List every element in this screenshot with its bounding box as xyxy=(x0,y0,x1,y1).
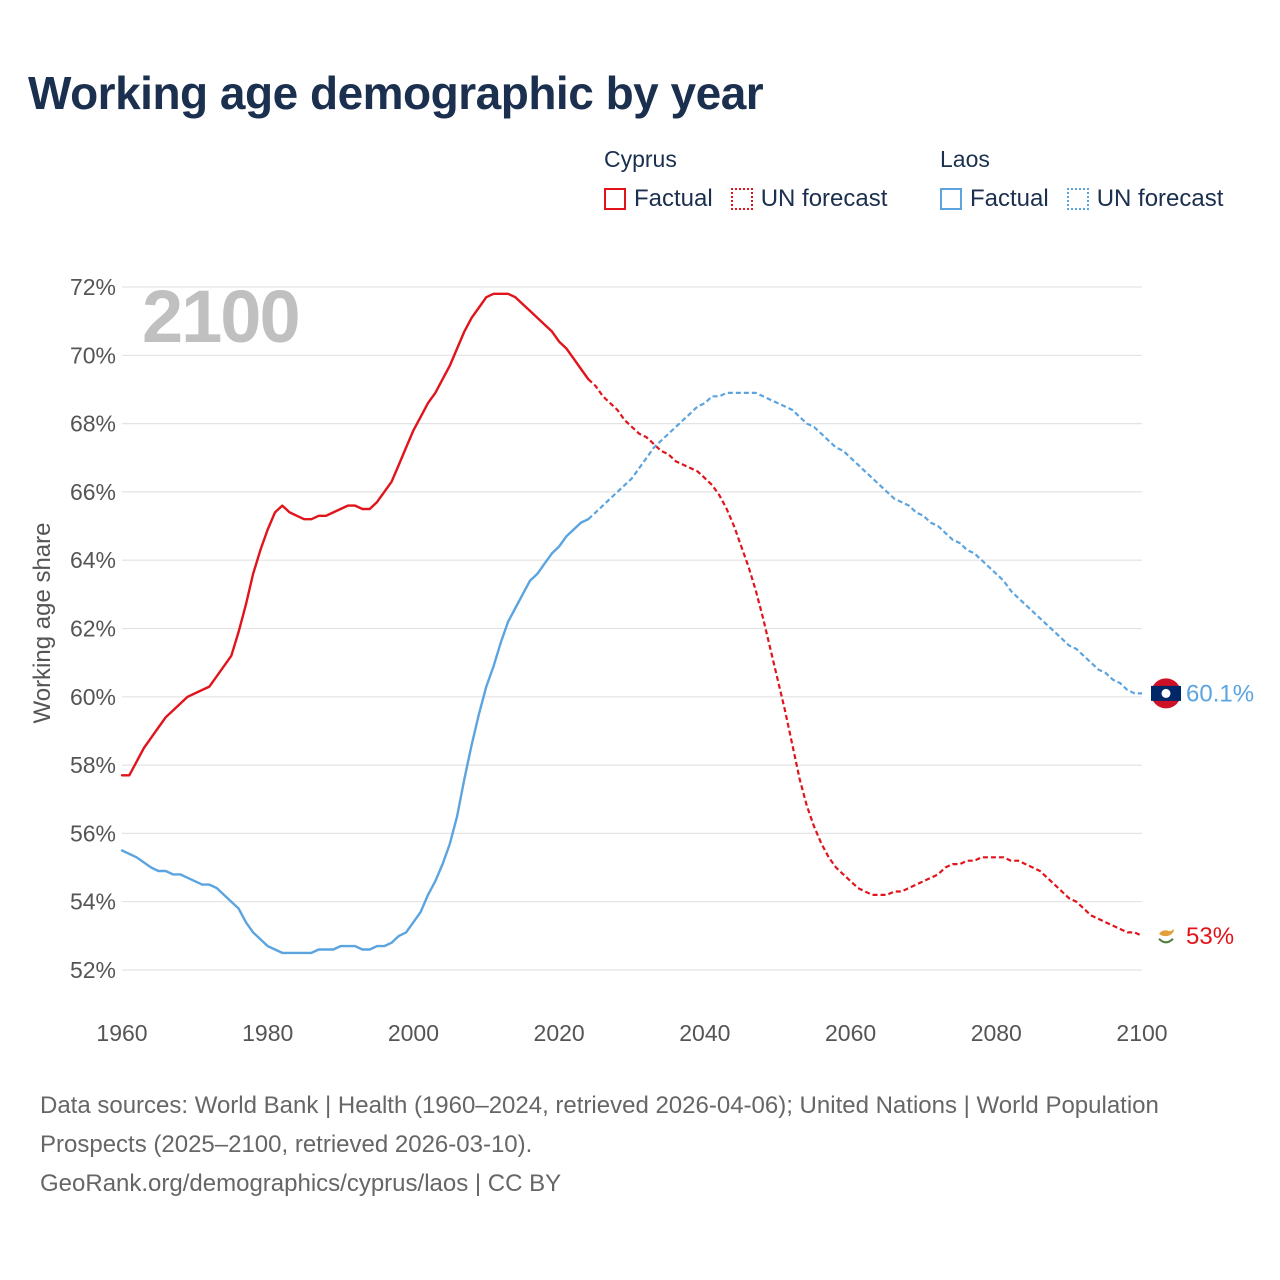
x-tick-label: 1960 xyxy=(96,1020,147,1046)
x-tick-label: 2060 xyxy=(825,1020,876,1046)
y-tick-label: 68% xyxy=(70,411,116,437)
legend-swatch-solid xyxy=(940,188,962,210)
x-axis-ticks: 1960 1980 2000 2020 2040 2060 2080 2100 xyxy=(96,1020,1167,1046)
cyprus-forecast-line[interactable] xyxy=(587,378,1143,937)
x-tick-label: 2100 xyxy=(1116,1020,1167,1046)
legend-swatch-solid xyxy=(604,188,626,210)
y-axis-ticks: 52% 54% 56% 58% 60% 62% 64% 66% 68% 70% 72% xyxy=(70,274,116,983)
legend-label: UN forecast xyxy=(760,185,888,212)
credit-link[interactable]: GeoRank.org/demographics/cyprus/laos | C… xyxy=(40,1170,562,1197)
legend-laos-title: Laos xyxy=(940,146,990,172)
legend-swatch-dotted xyxy=(1066,188,1089,210)
chart-title: Working age demographic by year xyxy=(28,67,764,119)
y-tick-label: 72% xyxy=(70,274,116,300)
laos-end-label: 60.1% xyxy=(1186,680,1254,707)
x-tick-label: 2080 xyxy=(971,1020,1022,1046)
x-tick-label: 2000 xyxy=(388,1020,439,1046)
legend-label: UN forecast xyxy=(1096,185,1224,212)
end-markers: 53% 60.1% xyxy=(1151,678,1254,950)
legend-label: Factual xyxy=(970,185,1049,212)
series-lines xyxy=(120,292,1143,955)
y-tick-label: 64% xyxy=(70,547,116,573)
y-tick-label: 56% xyxy=(70,820,116,846)
legend-laos-factual[interactable]: Factual xyxy=(940,185,1049,213)
y-axis-label: Working age share xyxy=(29,523,56,724)
legend-laos: Laos Factual UN forecast xyxy=(940,146,1241,213)
legend-cyprus-title: Cyprus xyxy=(604,146,677,172)
line-chart: 2100 52% 54% 56% 58% 60% 62% 64% 66% 68% 70% 72% 1… xyxy=(29,274,1254,1046)
legend-cyprus: Cyprus Factual UN forecast xyxy=(604,146,905,213)
footer: Data sources: World Bank | Health (1960–… xyxy=(40,1086,1160,1203)
x-tick-label: 2020 xyxy=(534,1020,585,1046)
cyprus-factual-line[interactable] xyxy=(120,292,590,777)
y-tick-label: 52% xyxy=(70,957,116,983)
x-tick-label: 2040 xyxy=(679,1020,730,1046)
legend-laos-forecast[interactable]: UN forecast xyxy=(1066,185,1224,213)
laos-factual-line[interactable] xyxy=(120,518,590,955)
cyprus-flag-icon xyxy=(1158,928,1174,944)
y-tick-label: 66% xyxy=(70,479,116,505)
year-watermark: 2100 xyxy=(142,275,299,358)
legend-swatch-dotted xyxy=(730,188,753,210)
y-tick-label: 62% xyxy=(70,616,116,642)
laos-flag-icon xyxy=(1151,678,1181,709)
legend-cyprus-forecast[interactable]: UN forecast xyxy=(730,185,888,213)
x-tick-label: 1980 xyxy=(242,1020,293,1046)
gridlines xyxy=(122,286,1142,971)
y-tick-label: 58% xyxy=(70,752,116,778)
legend-label: Factual xyxy=(634,185,713,212)
y-tick-label: 54% xyxy=(70,889,116,915)
y-tick-label: 60% xyxy=(70,684,116,710)
cyprus-end-label: 53% xyxy=(1186,923,1234,950)
data-sources: Data sources: World Bank | Health (1960–… xyxy=(40,1092,1159,1158)
laos-forecast-line[interactable] xyxy=(587,391,1142,695)
legend-cyprus-factual[interactable]: Factual xyxy=(604,185,713,213)
y-tick-label: 70% xyxy=(70,342,116,368)
